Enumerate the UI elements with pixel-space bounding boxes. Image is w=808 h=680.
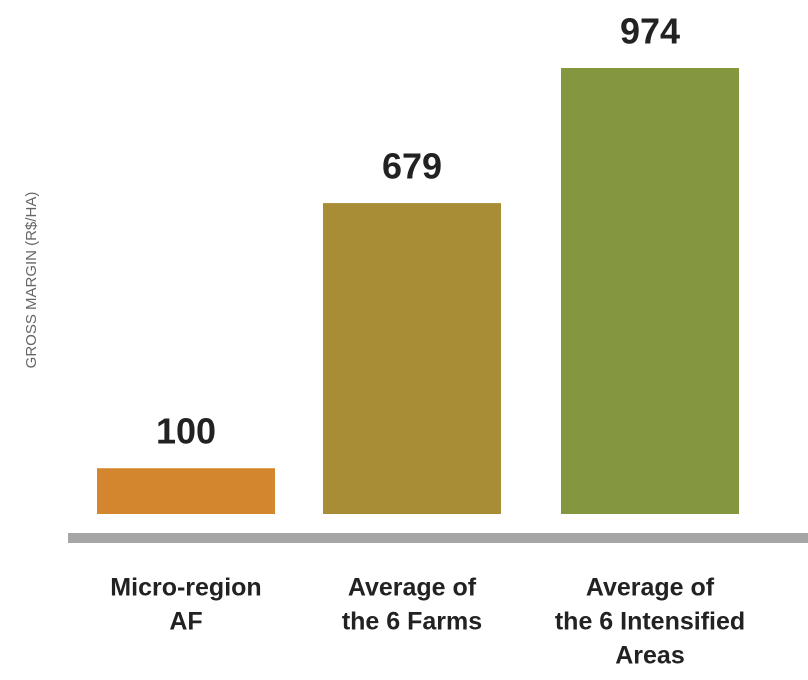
value-label: 974: [620, 11, 680, 52]
bar: [97, 468, 275, 514]
baseline: [68, 533, 808, 543]
y-axis-label: GROSS MARGIN (R$/HA): [23, 192, 40, 369]
x-tick-label: AF: [169, 608, 202, 636]
x-tick-label: Average of: [348, 574, 477, 602]
x-tick-label: Areas: [615, 642, 685, 670]
x-tick-label: Micro-region: [110, 574, 261, 602]
bar: [561, 68, 739, 514]
value-label: 679: [382, 146, 442, 187]
x-tick-label: the 6 Intensified: [555, 608, 745, 636]
x-tick-label: Average of: [586, 574, 715, 602]
x-tick-label: the 6 Farms: [342, 608, 482, 636]
bar: [323, 203, 501, 514]
value-label: 100: [156, 411, 216, 452]
